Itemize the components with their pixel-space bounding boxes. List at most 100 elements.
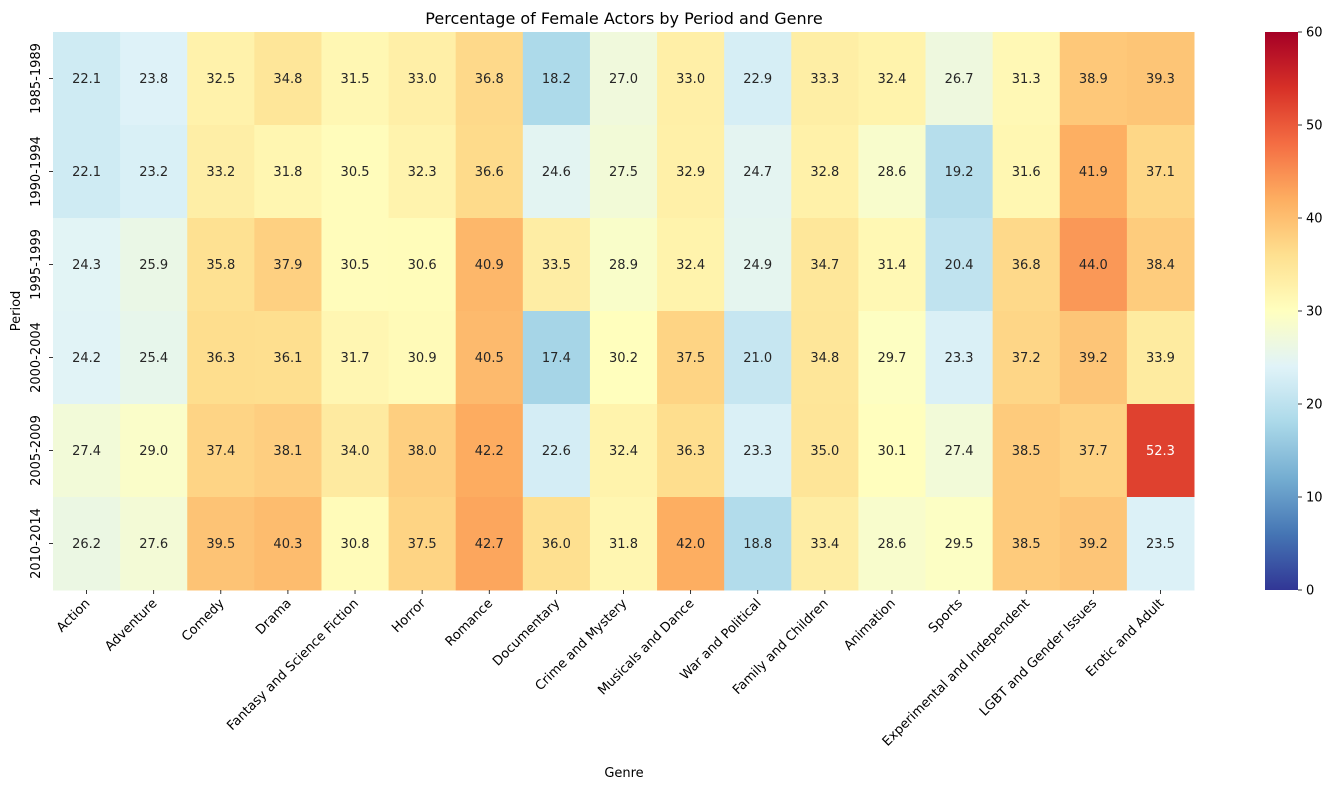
- heatmap-cell: [254, 404, 322, 498]
- heatmap-cell: [925, 404, 994, 498]
- heatmap-cell: [791, 32, 859, 126]
- cell-value-label: 24.6: [542, 165, 571, 180]
- x-tick-label: Horror: [389, 596, 429, 636]
- heatmap-cell: [321, 32, 390, 126]
- cell-value-label: 28.9: [609, 258, 638, 273]
- cell-value-label: 31.7: [341, 351, 370, 366]
- heatmap-cell: [522, 125, 591, 219]
- heatmap-cell: [254, 32, 322, 126]
- heatmap-cell: [53, 125, 121, 219]
- cell-value-label: 37.9: [273, 258, 302, 273]
- heatmap-cell: [455, 218, 524, 312]
- cell-value-label: 38.5: [1012, 537, 1041, 552]
- colorbar-tick-label: 10: [1306, 491, 1323, 506]
- heatmap-cell: [120, 218, 188, 312]
- heatmap-cell: [992, 497, 1061, 591]
- heatmap-cell: [1059, 218, 1128, 312]
- cell-value-label: 33.9: [1146, 351, 1175, 366]
- heatmap-cell: [791, 497, 859, 591]
- heatmap-cell: [724, 32, 792, 126]
- cell-value-label: 42.2: [475, 444, 504, 459]
- y-tick-label: 2010-2014: [29, 508, 44, 579]
- x-tick-label: Romance: [443, 596, 496, 649]
- heatmap-cell: [858, 32, 927, 126]
- heatmap-cell: [321, 497, 390, 591]
- heatmap-cell: [187, 311, 255, 405]
- heatmap-cell: [388, 125, 457, 219]
- heatmap-cell: [657, 404, 725, 498]
- cell-value-label: 42.7: [475, 537, 504, 552]
- cell-value-label: 20.4: [945, 258, 974, 273]
- cell-value-label: 40.3: [273, 537, 302, 552]
- heatmap-cell: [791, 125, 859, 219]
- cell-value-label: 23.3: [743, 444, 772, 459]
- y-tick-label: 2000-2004: [29, 322, 44, 393]
- colorbar-tick-label: 40: [1306, 212, 1323, 227]
- heatmap-cell: [187, 32, 255, 126]
- colorbar-tick-label: 50: [1306, 119, 1323, 134]
- heatmap-cell: [925, 218, 994, 312]
- cell-value-label: 39.5: [206, 537, 235, 552]
- cell-value-label: 35.0: [810, 444, 839, 459]
- cell-value-label: 25.4: [139, 351, 168, 366]
- cell-value-label: 40.9: [475, 258, 504, 273]
- cell-value-label: 36.8: [475, 72, 504, 87]
- heatmap-cell: [53, 32, 121, 126]
- heatmap-cell: [120, 125, 188, 219]
- cell-value-label: 38.5: [1012, 444, 1041, 459]
- cell-value-label: 22.1: [72, 72, 101, 87]
- cell-value-label: 30.6: [408, 258, 437, 273]
- heatmap-cell: [657, 497, 725, 591]
- heatmap-cell: [724, 311, 792, 405]
- cell-value-label: 34.7: [810, 258, 839, 273]
- heatmap-cell: [1126, 497, 1195, 591]
- cell-value-label: 23.2: [139, 165, 168, 180]
- cell-value-label: 41.9: [1079, 165, 1108, 180]
- cell-value-label: 39.3: [1146, 72, 1175, 87]
- cell-value-label: 37.2: [1012, 351, 1041, 366]
- cell-value-label: 31.5: [341, 72, 370, 87]
- heatmap-cell: [992, 125, 1061, 219]
- heatmap-cell: [925, 125, 994, 219]
- heatmap-cell: [1059, 32, 1128, 126]
- heatmap-cell: [858, 497, 927, 591]
- heatmap-cell: [724, 218, 792, 312]
- y-tick-label: 1995-1999: [29, 229, 44, 300]
- heatmap-cell: [254, 125, 322, 219]
- heatmap-cell: [455, 497, 524, 591]
- y-tick-label: 2005-2009: [29, 415, 44, 486]
- heatmap-cell: [1059, 311, 1128, 405]
- cell-value-label: 37.7: [1079, 444, 1108, 459]
- heatmap-cell: [791, 218, 859, 312]
- cell-value-label: 37.4: [206, 444, 235, 459]
- heatmap-cell: [522, 497, 591, 591]
- cell-value-label: 24.9: [743, 258, 772, 273]
- cell-value-label: 19.2: [945, 165, 974, 180]
- cell-value-label: 34.0: [341, 444, 370, 459]
- x-tick-label: Comedy: [179, 596, 228, 645]
- x-tick-label: Drama: [253, 596, 295, 638]
- heatmap-cells: 22.1 23.8 32.5 34.8 31.5 33.0 36.8 18.2 27.0 33.0…: [53, 32, 1195, 591]
- heatmap-cell: [120, 311, 188, 405]
- cell-value-label: 31.8: [273, 165, 302, 180]
- cell-value-label: 24.7: [743, 165, 772, 180]
- heatmap-cell: [321, 125, 390, 219]
- cell-value-label: 32.9: [676, 165, 705, 180]
- heatmap-cell: [522, 32, 591, 126]
- heatmap-cell: [321, 311, 390, 405]
- heatmap-cell: [657, 32, 725, 126]
- cell-value-label: 38.0: [408, 444, 437, 459]
- cell-value-label: 37.1: [1146, 165, 1175, 180]
- heatmap-cell: [1126, 218, 1195, 312]
- cell-value-label: 31.3: [1012, 72, 1041, 87]
- heatmap-cell: [1059, 497, 1128, 591]
- cell-value-label: 36.1: [273, 351, 302, 366]
- heatmap-cell: [388, 32, 457, 126]
- cell-value-label: 35.8: [206, 258, 235, 273]
- heatmap-cell: [455, 125, 524, 219]
- heatmap-cell: [53, 311, 121, 405]
- heatmap-cell: [254, 311, 322, 405]
- heatmap-cell: [791, 311, 859, 405]
- cell-value-label: 23.8: [139, 72, 168, 87]
